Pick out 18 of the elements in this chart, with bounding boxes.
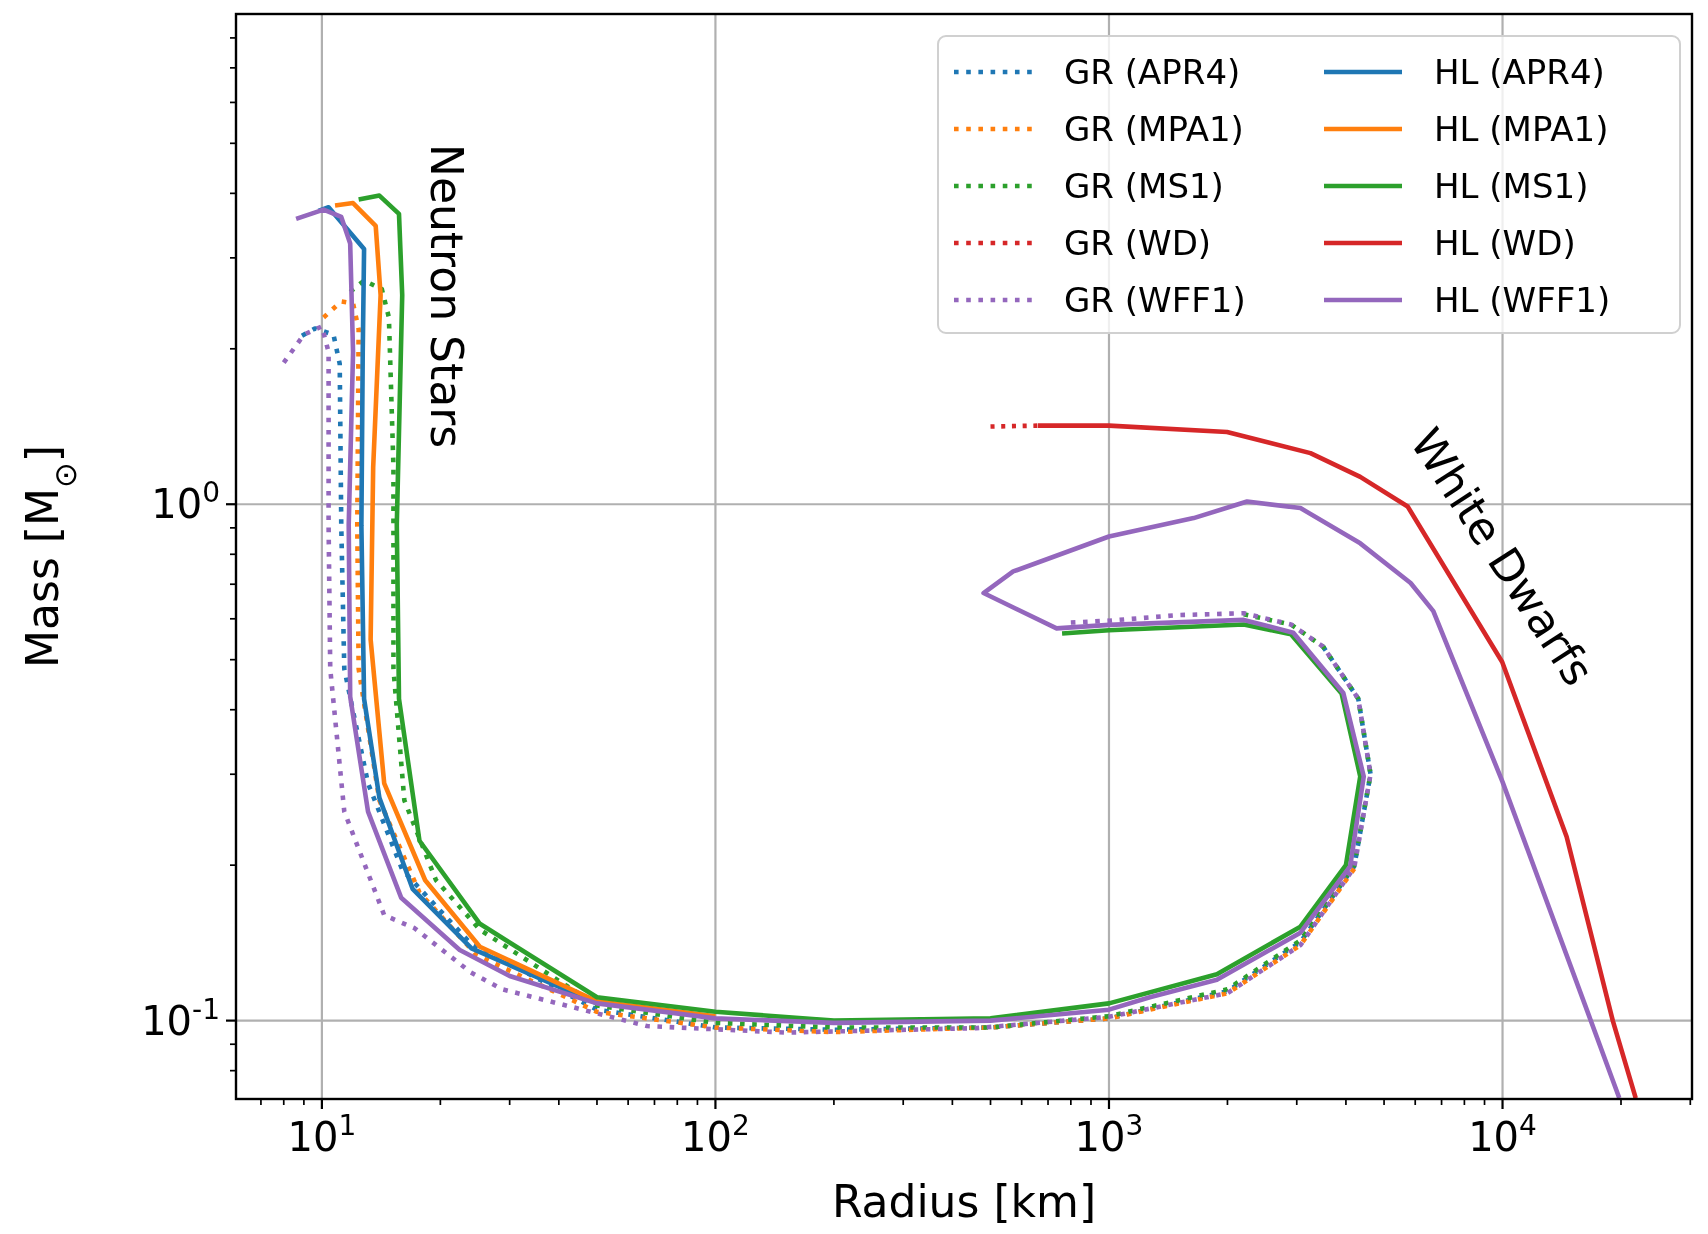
legend-label: GR (WD) [1064,223,1212,263]
legend-label: GR (WFF1) [1064,280,1246,320]
legend-label: HL (WFF1) [1434,280,1611,320]
x-tick-label: 10$^{1}$ [287,1108,357,1160]
legend-label: GR (MS1) [1064,166,1224,206]
y-tick-label: 10$^{0}$ [151,475,220,528]
annotation: Neutron Stars [421,144,473,449]
legend-label: HL (MS1) [1434,166,1589,206]
x-axis-title: Radius [km] [831,1176,1097,1227]
legend-label: GR (MPA1) [1064,109,1244,149]
legend-label: HL (WD) [1434,223,1576,263]
legend-label: GR (APR4) [1064,52,1241,92]
x-tick-label: 10$^{3}$ [1074,1108,1144,1160]
x-tick-label: 10$^{2}$ [681,1108,750,1160]
x-tick-label: 10$^{4}$ [1468,1108,1537,1160]
y-tick-label: 10$^{-1}$ [141,992,220,1044]
legend-label: HL (APR4) [1434,52,1605,92]
legend-label: HL (MPA1) [1434,109,1609,149]
